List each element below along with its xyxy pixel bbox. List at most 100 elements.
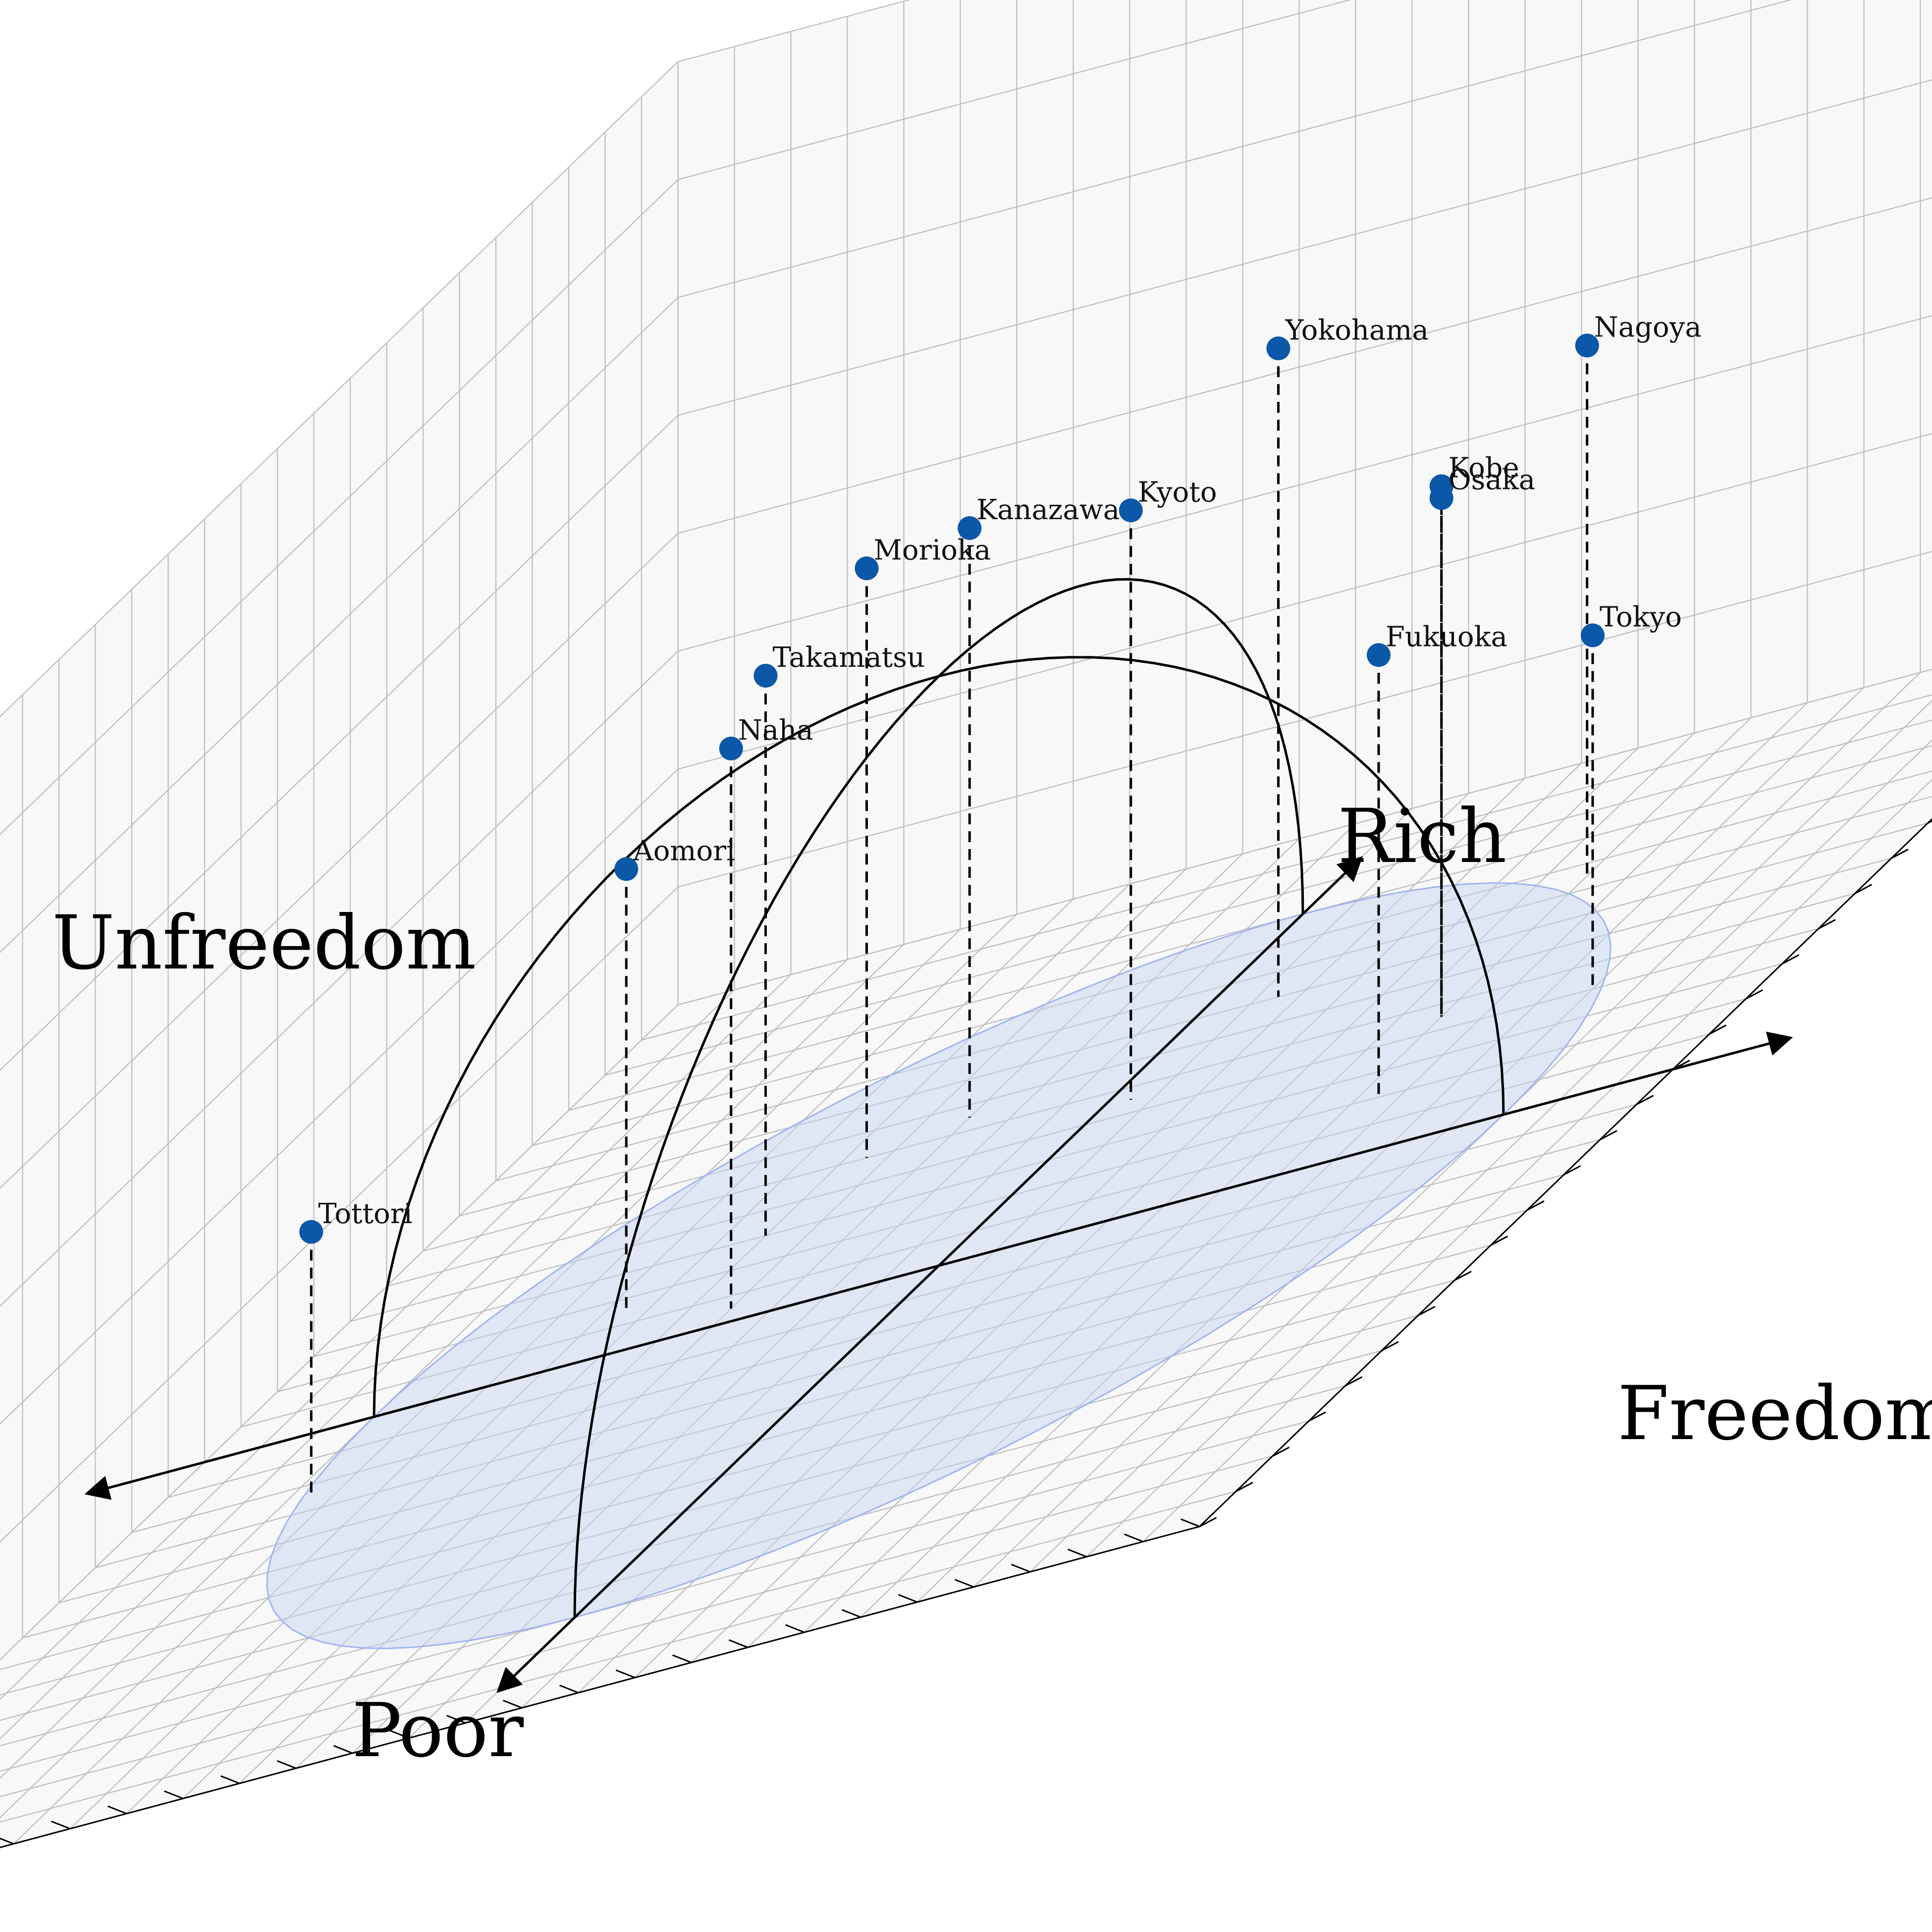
city-label: Kobe bbox=[1449, 452, 1519, 484]
x-tick bbox=[954, 1579, 974, 1588]
city-label: Nagoya bbox=[1594, 312, 1702, 344]
y-tick bbox=[1308, 1411, 1326, 1422]
y-tick bbox=[1854, 884, 1873, 894]
x-tick bbox=[333, 1745, 353, 1754]
y-tick bbox=[1272, 1447, 1290, 1457]
city-point bbox=[753, 664, 778, 688]
grid-line bbox=[0, 61, 679, 717]
y-tick bbox=[1563, 1165, 1581, 1176]
grid-line bbox=[678, 79, 1932, 416]
x-tick bbox=[107, 1805, 127, 1815]
quadrant-axes bbox=[84, 856, 1793, 1693]
y-tick bbox=[1781, 954, 1800, 965]
x-tick bbox=[1067, 1549, 1087, 1557]
axis-arrow-unfreedom bbox=[84, 1264, 939, 1500]
city-label: Kyoto bbox=[1138, 476, 1217, 508]
city-point bbox=[1266, 336, 1290, 361]
y-tick bbox=[1818, 919, 1836, 929]
grid-line bbox=[678, 315, 1932, 652]
x-tick bbox=[728, 1639, 749, 1648]
city-labels: Tottori Aomori Morioka Takamatsu Kanazawa Nah… bbox=[318, 312, 1701, 1230]
y-tick bbox=[1490, 1235, 1508, 1246]
grid-line bbox=[0, 297, 679, 953]
y-tick bbox=[1891, 849, 1909, 859]
x-tick bbox=[1180, 1518, 1200, 1527]
grid-line bbox=[678, 0, 1351, 180]
x-tick bbox=[502, 1700, 523, 1709]
city-label: Tokyo bbox=[1600, 601, 1682, 634]
city-label: Tottori bbox=[318, 1198, 412, 1230]
city-point bbox=[614, 857, 639, 881]
grid-line bbox=[678, 0, 1792, 298]
x-tick bbox=[841, 1609, 861, 1618]
x-tick bbox=[276, 1760, 297, 1769]
x-tick bbox=[51, 1821, 71, 1829]
y-tick bbox=[1344, 1376, 1363, 1387]
axis-label-poor: Poor bbox=[352, 1688, 524, 1774]
grid-line bbox=[678, 669, 1932, 1006]
grid-line bbox=[0, 179, 679, 835]
grid-line bbox=[678, 551, 1932, 888]
grid-line bbox=[0, 533, 679, 1189]
y-tick bbox=[1600, 1130, 1617, 1140]
city-point bbox=[1575, 333, 1599, 358]
y-tick bbox=[1636, 1095, 1654, 1105]
x-tick bbox=[785, 1624, 805, 1633]
x-tick bbox=[615, 1669, 636, 1678]
city-point bbox=[1429, 486, 1453, 510]
x-tick bbox=[389, 1730, 410, 1739]
grid-line bbox=[641, 694, 1932, 1041]
y-tick bbox=[1709, 1024, 1727, 1035]
city-point bbox=[299, 1220, 323, 1244]
y-tick bbox=[1527, 1200, 1545, 1211]
right-wall-pane bbox=[678, 0, 1932, 1005]
y-tick bbox=[1235, 1482, 1253, 1492]
city-label: Morioka bbox=[874, 534, 991, 566]
axis-label-freedom: Freedom bbox=[1617, 1371, 1932, 1457]
x-tick bbox=[1124, 1533, 1144, 1543]
city-label: Fukuoka bbox=[1386, 621, 1507, 653]
y-tick bbox=[1745, 989, 1763, 1000]
grid-line bbox=[0, 886, 679, 1543]
x-tick bbox=[220, 1775, 240, 1784]
point-stems bbox=[310, 345, 1594, 1498]
axis-arrow-poor bbox=[496, 1265, 940, 1693]
x-tick bbox=[446, 1715, 466, 1724]
city-point bbox=[719, 737, 743, 760]
x-tick bbox=[163, 1790, 184, 1799]
city-label: Osaka bbox=[1449, 464, 1535, 496]
y-tick bbox=[1199, 1517, 1217, 1527]
y-tick bbox=[1417, 1306, 1436, 1316]
x-tick bbox=[1011, 1563, 1031, 1573]
grid-line bbox=[678, 433, 1932, 770]
city-point bbox=[855, 556, 879, 581]
axis-label-rich: Rich bbox=[1338, 794, 1507, 880]
city-label: Aomori bbox=[633, 835, 735, 867]
city-label: Kanazawa bbox=[976, 494, 1120, 526]
axis-label-unfreedom: Unfreedom bbox=[52, 900, 476, 986]
city-label: Naha bbox=[738, 714, 813, 747]
hemisphere-arcs bbox=[373, 578, 1505, 1618]
arc-rich bbox=[573, 578, 1304, 1618]
grid-line bbox=[0, 650, 679, 1307]
city-point bbox=[958, 516, 982, 540]
city-label: Takamatsu bbox=[773, 642, 925, 674]
x-tick bbox=[672, 1654, 692, 1664]
axis-arrow-rich bbox=[938, 856, 1363, 1267]
city-point bbox=[1367, 643, 1391, 667]
axis-arrow-freedom bbox=[938, 1031, 1793, 1267]
x-tick bbox=[898, 1594, 918, 1603]
x-tick bbox=[0, 1837, 14, 1845]
city-label: Yokohama bbox=[1285, 314, 1429, 346]
y-tick bbox=[1381, 1341, 1399, 1351]
grid-line bbox=[678, 197, 1932, 534]
city-point bbox=[1119, 498, 1143, 523]
grid-line bbox=[0, 768, 679, 1425]
x-tick bbox=[559, 1684, 579, 1694]
grid-line bbox=[0, 415, 679, 1071]
city-points bbox=[299, 333, 1605, 1244]
y-tick bbox=[1927, 820, 1932, 824]
